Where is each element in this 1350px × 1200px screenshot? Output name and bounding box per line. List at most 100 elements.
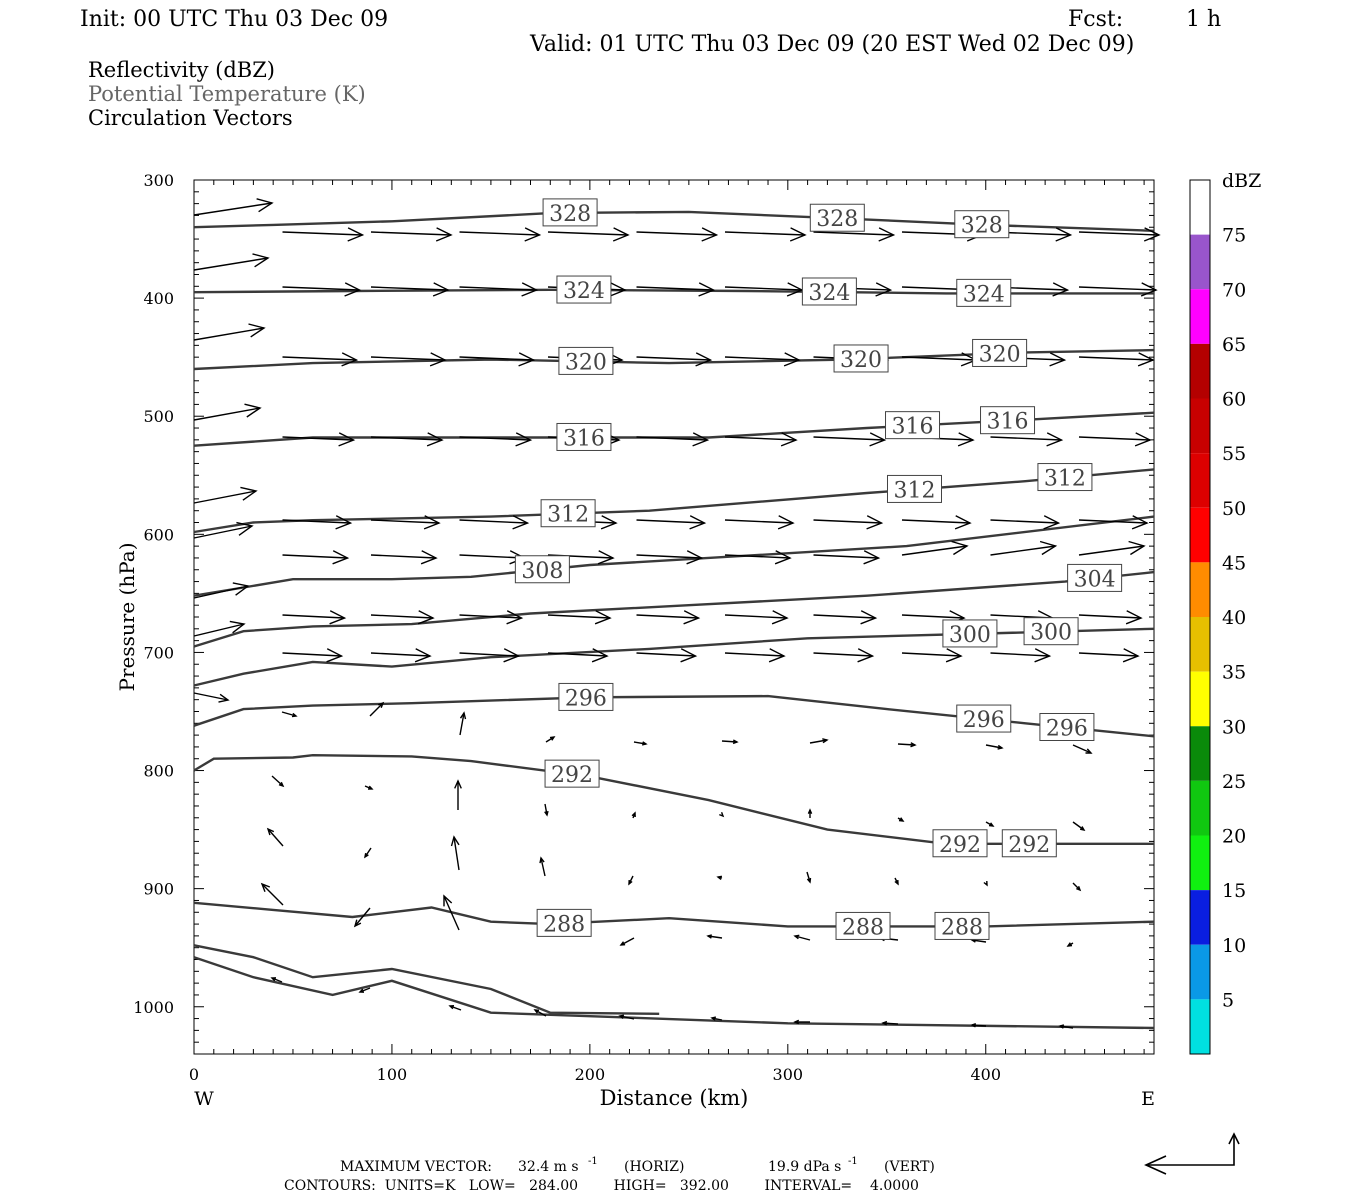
circulation-vector bbox=[193, 692, 230, 703]
circulation-vector bbox=[370, 432, 444, 447]
circulation-vector bbox=[636, 282, 716, 297]
y-tick-label: 400 bbox=[143, 289, 174, 308]
isentrope-label: 296 bbox=[565, 686, 607, 711]
circulation-vector bbox=[271, 775, 285, 788]
circulation-vector bbox=[282, 352, 359, 367]
circulation-vector bbox=[813, 432, 887, 447]
circulation-vector bbox=[266, 827, 284, 847]
circulation-vector bbox=[370, 610, 435, 625]
circulation-vector bbox=[1066, 942, 1074, 947]
isentrope-label-box bbox=[540, 499, 596, 528]
circulation-vector bbox=[370, 515, 441, 530]
contours-info: CONTOURS: UNITS=K LOW= 284.00 HIGH= 392.… bbox=[284, 1178, 919, 1194]
circulation-vector bbox=[459, 432, 533, 447]
circulation-vector bbox=[985, 744, 1004, 750]
circulation-vector bbox=[636, 515, 707, 530]
colorbar-label: 25 bbox=[1222, 771, 1246, 793]
max-vector-horiz-unit: (HORIZ) bbox=[624, 1159, 684, 1175]
isentrope-300 bbox=[193, 627, 1155, 687]
y-tick-label: 700 bbox=[143, 643, 174, 662]
circulation-vector bbox=[193, 253, 270, 271]
circulation-vector bbox=[193, 582, 250, 599]
colorbar-segment bbox=[1190, 999, 1210, 1054]
circulation-vector bbox=[970, 1022, 987, 1028]
circulation-vector bbox=[448, 1005, 462, 1011]
circulation-vector bbox=[1072, 821, 1086, 831]
circulation-vector bbox=[459, 227, 542, 242]
circulation-vector bbox=[636, 648, 698, 663]
y-tick-label: 1000 bbox=[133, 998, 174, 1017]
isentrope-label-box bbox=[956, 278, 1012, 307]
colorbar-label: 5 bbox=[1222, 989, 1234, 1011]
circulation-vector bbox=[807, 808, 813, 818]
colorbar-segment bbox=[1190, 890, 1210, 945]
circulation-vector bbox=[719, 812, 725, 818]
circulation-vector bbox=[813, 648, 875, 663]
init-time: Init: 00 UTC Thu 03 Dec 09 bbox=[80, 7, 388, 32]
isentrope-label-box bbox=[885, 411, 941, 440]
circulation-vector bbox=[370, 550, 438, 565]
colorbar-segment bbox=[1190, 780, 1210, 836]
colorbar-segment bbox=[1190, 562, 1210, 617]
circulation-vector bbox=[1078, 352, 1155, 367]
circulation-vector bbox=[894, 877, 899, 886]
colorbar-label: 20 bbox=[1222, 826, 1246, 848]
colorbar: 5 10 15 20 25 30 35 40 45 50 55 60 65 70 75 bbox=[1189, 179, 1246, 1055]
isentrope-label: 312 bbox=[547, 503, 589, 528]
colorbar-segment bbox=[1190, 234, 1210, 290]
circulation-vector bbox=[193, 198, 274, 216]
x-axis-right-end: E bbox=[1141, 1088, 1155, 1110]
y-tick-label: 900 bbox=[143, 880, 174, 899]
circulation-vector bbox=[459, 550, 527, 565]
circulation-vector bbox=[270, 977, 283, 983]
circulation-vector bbox=[1058, 1024, 1074, 1029]
circulation-vector bbox=[459, 648, 521, 663]
circulation-vector bbox=[724, 352, 801, 367]
circulation-vector bbox=[450, 835, 460, 871]
isentrope-label: 312 bbox=[1044, 467, 1086, 492]
circulation-vector bbox=[636, 352, 713, 367]
circulation-vector bbox=[724, 648, 786, 663]
isentrope-label-box bbox=[558, 682, 614, 711]
circulation-vector bbox=[990, 515, 1061, 530]
circulation-vector bbox=[990, 648, 1052, 663]
valid-time: Valid: 01 UTC Thu 03 Dec 09 (20 EST Wed … bbox=[529, 32, 1134, 57]
circulation-vector bbox=[631, 811, 636, 819]
circulation-vector bbox=[544, 803, 549, 817]
circulation-vector bbox=[716, 875, 723, 881]
colorbar-segment bbox=[1190, 671, 1210, 727]
circulation-vector bbox=[813, 515, 884, 530]
circulation-vector bbox=[443, 894, 460, 931]
isentrope-label-box bbox=[833, 344, 889, 373]
colorbar-label: 35 bbox=[1222, 662, 1246, 684]
isentrope-label: 320 bbox=[565, 350, 607, 375]
circulation-vector bbox=[459, 515, 530, 530]
colorbar-label: 45 bbox=[1222, 552, 1246, 574]
circulation-vector bbox=[897, 742, 917, 748]
isentrope-label-box bbox=[514, 555, 570, 584]
circulation-vector bbox=[1078, 648, 1140, 663]
isentrope-label-box bbox=[1001, 829, 1057, 858]
colorbar-label: 60 bbox=[1222, 389, 1246, 411]
isentrope-label: 324 bbox=[963, 282, 1005, 307]
isentrope-label-box bbox=[942, 619, 998, 648]
colorbar-segment bbox=[1190, 617, 1210, 672]
circulation-vector bbox=[813, 610, 878, 625]
circulation-vector bbox=[985, 821, 995, 827]
isentrope-label: 296 bbox=[1046, 716, 1088, 741]
isentrope-328 bbox=[193, 210, 1155, 232]
circulation-vector bbox=[282, 282, 362, 297]
circulation-vector bbox=[813, 227, 896, 242]
x-tick-label: 200 bbox=[575, 1065, 606, 1084]
circulation-vector bbox=[459, 610, 524, 625]
max-vector-horiz: 32.4 m s bbox=[518, 1159, 579, 1175]
circulation-vector bbox=[358, 987, 371, 993]
x-axis-left-end: W bbox=[194, 1088, 214, 1110]
x-tick-label: 300 bbox=[773, 1065, 804, 1084]
circulation-vector bbox=[1078, 432, 1152, 447]
y-axis-label: Pressure (hPa) bbox=[115, 543, 139, 692]
isentrope-label: 300 bbox=[1030, 621, 1072, 646]
isentrope-label-box bbox=[1039, 712, 1095, 741]
circulation-vector bbox=[897, 817, 905, 822]
circulation-vector bbox=[193, 403, 262, 421]
